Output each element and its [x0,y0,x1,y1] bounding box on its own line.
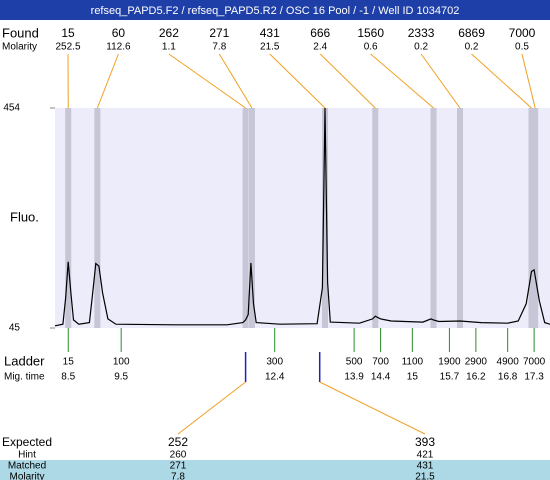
found-connector [370,53,434,109]
ladder-time: 15 [407,372,419,383]
found-molarity: 0.5 [515,42,529,53]
found-molarity: 112.6 [106,42,131,53]
y-tick-label: 45 [9,323,21,334]
y-tick-label: 454 [3,103,20,114]
found-band [65,108,72,328]
ladder-time: 15.7 [440,372,460,383]
found-size: 15 [61,26,75,40]
ladder-size: 2900 [465,357,488,368]
found-band [242,108,249,328]
ladder-label: Ladder [4,353,45,368]
found-connector [218,53,253,109]
found-band [248,108,255,328]
ladder-size: 700 [372,357,389,368]
found-connector [269,53,326,109]
expected-connector [319,381,426,435]
y-axis-label: Fluo. [10,209,39,224]
plot-area [55,108,550,328]
found-band [528,108,535,328]
found-band [322,108,328,328]
found-connector [471,53,532,109]
ladder-time: 16.8 [498,372,518,383]
expected-value: 421 [417,450,434,461]
found-molarity: 0.2 [465,42,479,53]
found-size: 6869 [458,26,485,40]
expected-row-label: Molarity [9,472,44,480]
ladder-size: 7000 [523,357,546,368]
chart-title: refseq_PAPD5.F2 / refseq_PAPD5.R2 / OSC … [91,5,460,17]
found-size: 271 [209,26,229,40]
expected-value: 21.5 [415,472,435,480]
ladder-time: 17.3 [524,372,544,383]
expected-value: 271 [170,461,187,472]
ladder-size: 1100 [402,357,424,368]
found-size: 431 [260,26,280,40]
ladder-size: 4900 [497,357,520,368]
ladder-time: 14.4 [371,372,391,383]
found-molarity: 7.8 [212,42,226,53]
ladder-time: 8.5 [61,372,75,383]
found-band [430,108,437,328]
found-connector [521,53,536,109]
expected-row-label: Hint [18,450,36,461]
found-connector [420,53,461,109]
found-size: 7000 [509,26,536,40]
trace-line [54,107,550,327]
found-molarity: 1.1 [162,42,176,53]
ladder-time: 16.2 [466,372,486,383]
ladder-size: 100 [113,357,130,368]
mig-time-label: Mig. time [4,372,45,383]
found-band [532,108,539,328]
found-molarity: 252.5 [55,42,80,53]
expected-value: 252 [168,435,188,449]
found-molarity: 2.4 [313,42,327,53]
ladder-size: 500 [346,357,363,368]
found-size: 2333 [408,26,435,40]
found-label: Found [2,25,39,40]
found-size: 666 [310,26,330,40]
ladder-time: 9.5 [114,372,128,383]
ladder-time: 13.9 [344,372,364,383]
found-molarity: 21.5 [260,42,280,53]
expected-value: 260 [170,450,187,461]
expected-row-label: Matched [8,461,46,472]
ladder-size: 300 [266,357,283,368]
expected-value: 7.8 [171,472,185,480]
found-molarity: 0.2 [414,42,428,53]
found-size: 262 [159,26,179,40]
matched-row-bg [0,460,550,480]
ladder-time: 12.4 [265,372,285,383]
found-band [94,108,101,328]
found-size: 60 [112,26,126,40]
found-connector [96,53,119,109]
ladder-size: 1900 [438,357,461,368]
found-band [372,108,379,328]
found-band [457,108,463,328]
found-connector [319,53,376,109]
expected-connector [177,381,246,435]
expected-row-label: Expected [2,435,52,449]
found-connector [168,53,246,109]
ladder-size: 15 [63,357,75,368]
found-molarity-label: Molarity [2,42,37,53]
title-bar [0,0,550,20]
found-size: 1560 [357,26,384,40]
found-molarity: 0.6 [364,42,378,53]
expected-value: 393 [415,435,435,449]
expected-value: 431 [417,461,434,472]
